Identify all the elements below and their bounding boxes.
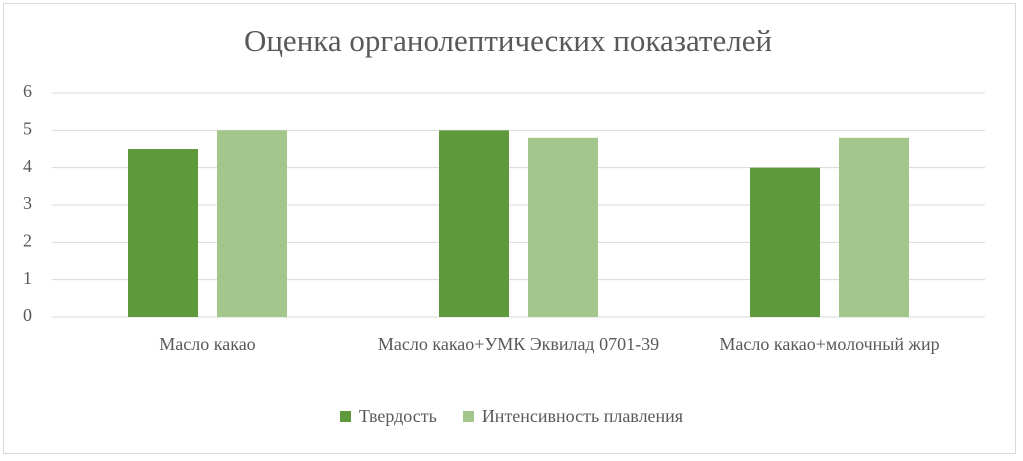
x-tick-label: Масло какао	[159, 334, 256, 354]
y-tick-label: 1	[23, 268, 32, 288]
bar	[528, 137, 598, 317]
chart-title: Оценка органолептических показателей	[244, 23, 772, 58]
y-tick-label: 0	[23, 305, 32, 325]
bar	[750, 167, 820, 317]
y-tick-label: 2	[23, 230, 32, 250]
legend-swatch	[339, 411, 351, 422]
legend-item: Твердость	[339, 406, 437, 427]
bar	[128, 149, 198, 317]
y-tick-label: 6	[23, 81, 32, 101]
bar	[217, 130, 287, 317]
y-tick-label: 5	[23, 118, 32, 138]
legend-swatch	[462, 411, 474, 422]
bar	[839, 137, 909, 317]
x-tick-label: Масло какао+молочный жир	[719, 334, 940, 354]
x-tick-label: Масло какао+УМК Эквилад 0701-39	[377, 334, 660, 354]
bar	[439, 130, 509, 317]
y-tick-label: 3	[23, 193, 32, 213]
legend-item: Интенсивность плавления	[462, 406, 684, 427]
legend: Твердость Интенсивность плавления	[0, 406, 1023, 427]
legend-label: Интенсивность плавления	[481, 406, 684, 426]
legend-label: Твердость	[358, 406, 437, 426]
y-tick-label: 4	[23, 156, 32, 176]
